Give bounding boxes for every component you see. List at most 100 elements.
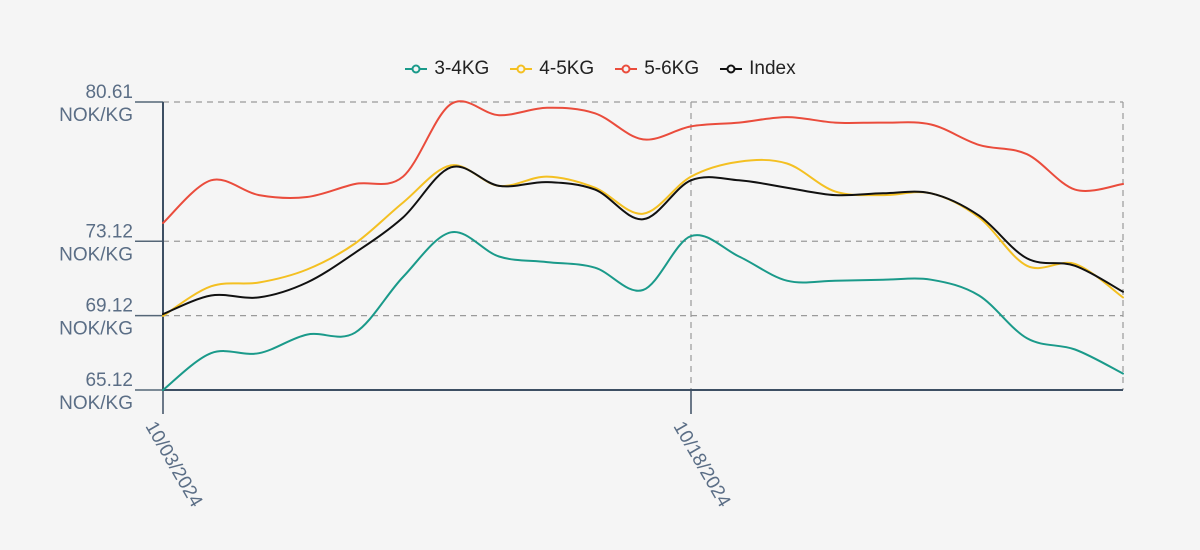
legend-label-3-4kg: 3-4KG [434, 58, 490, 79]
data-point[interactable] [302, 192, 312, 202]
data-point[interactable] [878, 275, 888, 285]
data-point[interactable] [974, 140, 984, 150]
data-point[interactable] [398, 272, 408, 282]
data-point[interactable] [254, 292, 264, 302]
data-point[interactable] [590, 185, 600, 195]
data-point[interactable] [206, 291, 216, 301]
data-point[interactable] [1118, 179, 1128, 189]
axes [135, 101, 1123, 414]
tick-labels: 80.61NOK/KG73.12NOK/KG69.12NOK/KG65.12NO… [59, 82, 735, 511]
series-line-5-6kg[interactable] [162, 100, 1124, 224]
data-point[interactable] [590, 108, 600, 118]
data-point[interactable] [350, 179, 360, 189]
data-point[interactable] [158, 309, 168, 319]
data-point[interactable] [1070, 185, 1080, 195]
data-point[interactable] [782, 159, 792, 169]
legend-marker-index [720, 64, 743, 74]
data-point[interactable] [206, 175, 216, 185]
data-point[interactable] [542, 257, 552, 267]
legend-marker-5-6kg [615, 64, 638, 74]
data-point[interactable] [446, 227, 456, 237]
data-point[interactable] [926, 119, 936, 129]
data-point[interactable] [542, 177, 552, 187]
legend-item-index[interactable]: Index [719, 58, 796, 80]
data-point[interactable] [926, 188, 936, 198]
data-point[interactable] [350, 238, 360, 248]
data-point[interactable] [302, 330, 312, 340]
data-point[interactable] [206, 348, 216, 358]
data-point[interactable] [734, 157, 744, 167]
x-tick-label: 10/18/2024 [669, 418, 735, 511]
data-point[interactable] [1022, 333, 1032, 343]
data-point[interactable] [302, 278, 312, 288]
data-point[interactable] [782, 183, 792, 193]
legend: 3-4KG 4-5KG 5-6KG Index [0, 58, 1200, 80]
x-tick-label: 10/03/2024 [141, 418, 207, 511]
y-tick-label-value: 80.61 [85, 82, 133, 103]
data-point[interactable] [1070, 261, 1080, 271]
series-line-4-5kg[interactable] [162, 158, 1124, 317]
data-point[interactable] [974, 211, 984, 221]
data-point[interactable] [494, 252, 504, 262]
data-point[interactable] [974, 291, 984, 301]
y-tick-label-value: 65.12 [85, 370, 133, 391]
data-point[interactable] [254, 348, 264, 358]
data-point[interactable] [782, 276, 792, 286]
legend-label-index: Index [749, 58, 796, 79]
data-point[interactable] [1022, 149, 1032, 159]
data-point[interactable] [398, 198, 408, 208]
data-point[interactable] [254, 278, 264, 288]
data-point[interactable] [158, 218, 168, 228]
data-point[interactable] [302, 265, 312, 275]
data-point[interactable] [878, 118, 888, 128]
y-tick-label-value: 69.12 [85, 296, 133, 317]
legend-label-4-5kg: 4-5KG [539, 58, 595, 79]
data-point[interactable] [1070, 344, 1080, 354]
data-point[interactable] [830, 276, 840, 286]
data-point[interactable] [638, 134, 648, 144]
data-point[interactable] [542, 103, 552, 113]
data-point[interactable] [446, 162, 456, 172]
data-point[interactable] [206, 281, 216, 291]
legend-item-4-5kg[interactable]: 4-5KG [509, 58, 594, 80]
data-point[interactable] [1118, 287, 1128, 297]
data-point[interactable] [686, 175, 696, 185]
data-point[interactable] [350, 248, 360, 258]
data-point[interactable] [830, 118, 840, 128]
y-tick-label-unit: NOK/KG [59, 244, 133, 265]
legend-marker-3-4kg [405, 64, 428, 74]
data-point[interactable] [734, 252, 744, 262]
legend-marker-4-5kg [510, 64, 533, 74]
data-point[interactable] [782, 112, 792, 122]
data-point[interactable] [638, 285, 648, 295]
data-point[interactable] [734, 175, 744, 185]
data-point[interactable] [1022, 253, 1032, 263]
data-point[interactable] [494, 110, 504, 120]
data-point[interactable] [734, 118, 744, 128]
series-line-index[interactable] [162, 165, 1124, 316]
data-point[interactable] [158, 385, 168, 395]
legend-item-5-6kg[interactable]: 5-6KG [614, 58, 699, 80]
data-point[interactable] [446, 99, 456, 109]
data-point[interactable] [638, 214, 648, 224]
data-point[interactable] [398, 172, 408, 182]
legend-item-3-4kg[interactable]: 3-4KG [404, 58, 489, 80]
y-tick-label-value: 73.12 [85, 221, 133, 242]
data-point[interactable] [686, 121, 696, 131]
y-tick-label-unit: NOK/KG [59, 393, 133, 414]
data-point[interactable] [494, 181, 504, 191]
data-point[interactable] [830, 190, 840, 200]
data-point[interactable] [878, 188, 888, 198]
data-point[interactable] [686, 231, 696, 241]
series-line-3-4kg[interactable] [162, 231, 1124, 391]
data-point[interactable] [1118, 369, 1128, 379]
data-point[interactable] [350, 328, 360, 338]
data-point[interactable] [590, 263, 600, 273]
data-point[interactable] [926, 275, 936, 285]
y-tick-label-unit: NOK/KG [59, 319, 133, 340]
y-tick-label-unit: NOK/KG [59, 105, 133, 126]
data-point[interactable] [254, 190, 264, 200]
data-point[interactable] [398, 212, 408, 222]
